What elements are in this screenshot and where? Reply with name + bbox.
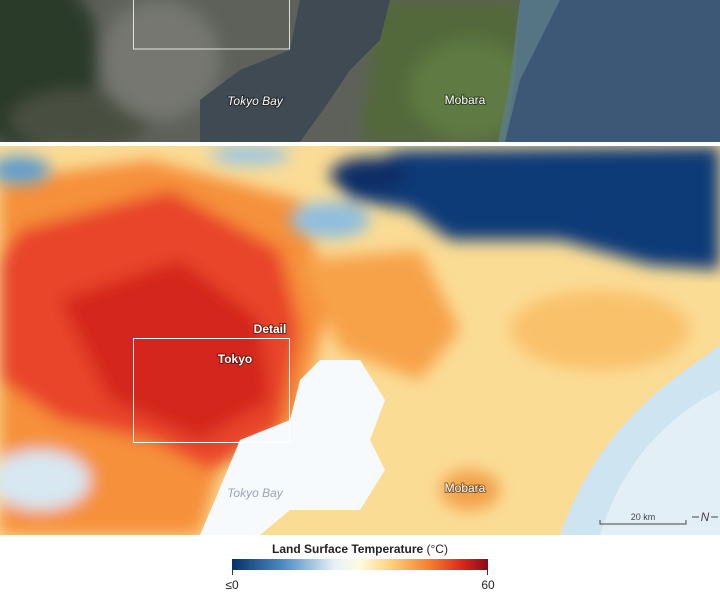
bay-label: Tokyo Bay [227, 486, 284, 500]
legend-title: Land Surface Temperature (°C) [272, 542, 448, 556]
ocean [505, 0, 720, 142]
north-arrow: N [701, 510, 710, 524]
town-label: Mobara [445, 481, 486, 495]
scale-label: 20 km [631, 512, 656, 522]
temperature-panel: Detail Tokyo Tokyo Bay Mobara 20 km N [0, 146, 720, 535]
bay [200, 360, 385, 535]
ocean [600, 390, 720, 535]
detail-box [133, 338, 290, 443]
satellite-panel: Tokyo Bay Mobara [0, 0, 720, 142]
town-label: Mobara [445, 93, 486, 107]
heat [0, 160, 690, 535]
bay-label: Tokyo Bay [227, 94, 284, 108]
legend-max: 60 [481, 578, 495, 592]
legend-min: ≤0 [225, 578, 239, 592]
city-label: Tokyo [218, 352, 252, 366]
colorbar [232, 559, 488, 570]
legend-unit: (°C) [427, 542, 448, 556]
detail-label: Detail [254, 322, 287, 336]
terrain [0, 0, 530, 142]
bay [200, 0, 390, 142]
scale-bar [599, 520, 687, 525]
legend: Land Surface Temperature (°C) ≤0 60 [225, 542, 495, 592]
legend-title-text: Land Surface Temperature [272, 542, 423, 556]
detail-box [133, 0, 290, 50]
clouds [0, 146, 720, 270]
shore [498, 0, 560, 142]
